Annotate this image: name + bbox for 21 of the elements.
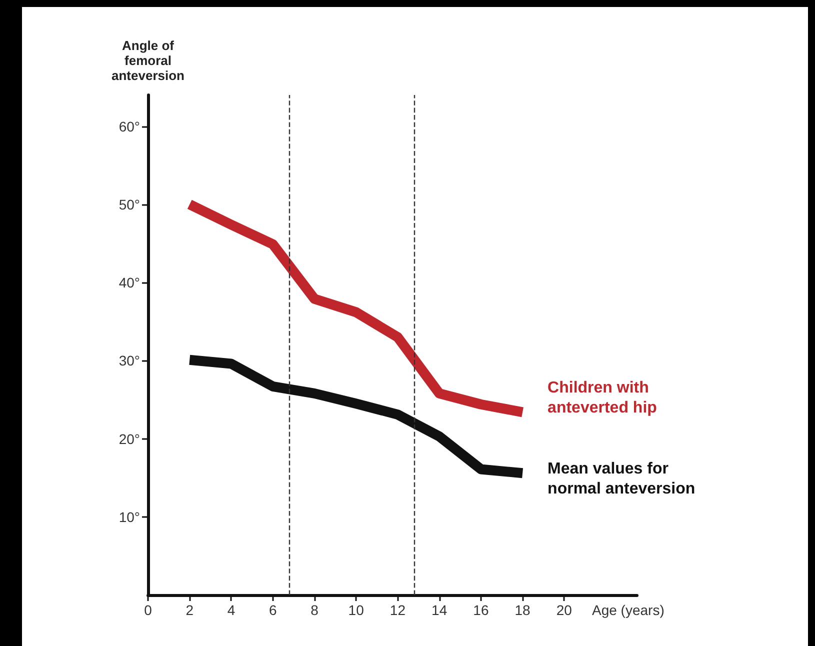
x-tick-label: 18 [514,602,531,618]
y-tick-label: 20° [118,430,140,447]
x-tick-label: 12 [390,602,406,618]
y-axis-title: Angle of femoral anteversion [112,38,185,83]
x-tick-label: 20 [556,602,572,618]
x-axis-title: Age (years) [592,602,664,618]
series-label: Children with anteverted hip [548,380,658,417]
x-tick-label: 6 [268,602,277,618]
x-tick-label: 16 [473,602,489,618]
series-label: Mean values for normal anteversion [548,460,696,498]
y-tick-label: 60° [118,118,140,134]
y-tick-label: 10° [118,508,140,525]
x-tick-label: 0 [144,602,152,618]
x-tick-label: 8 [310,602,319,618]
x-tick-label: 2 [186,602,194,618]
x-tick-label: 4 [227,602,236,618]
y-tick-label: 30° [118,352,140,369]
x-tick-label: 10 [348,602,364,618]
y-tick-label: 50° [118,196,140,212]
y-tick-label: 40° [118,274,140,290]
x-tick-label: 14 [432,602,448,618]
